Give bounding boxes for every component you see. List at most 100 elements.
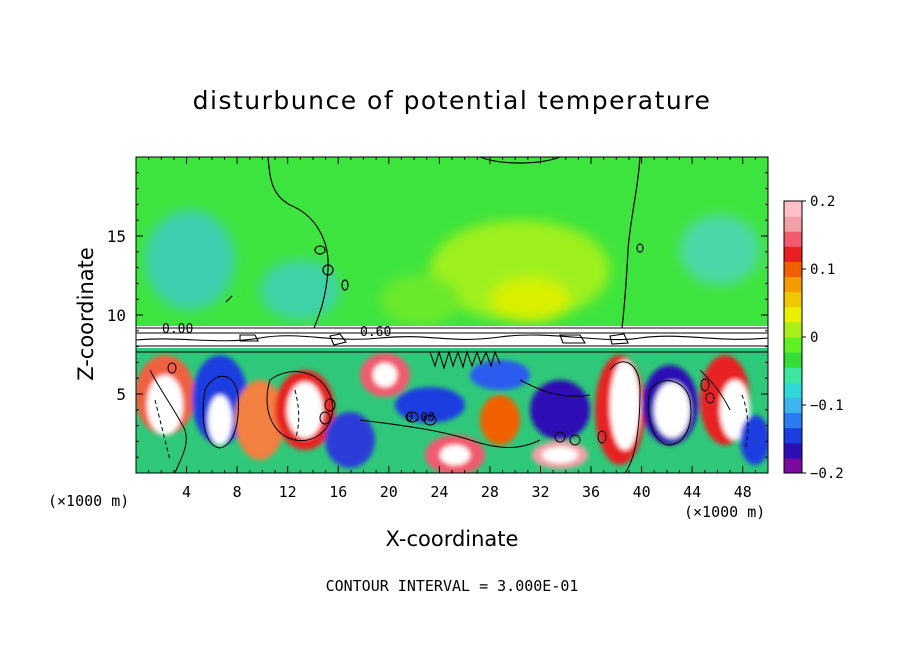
cyan-patch xyxy=(680,215,760,285)
cyan-patch xyxy=(260,260,340,320)
contour-loop xyxy=(423,414,437,426)
contour-loop xyxy=(324,398,336,412)
cold-cell xyxy=(740,415,768,465)
contour-line xyxy=(359,419,541,448)
cold-cell xyxy=(470,360,530,390)
cold-cell xyxy=(208,395,232,445)
contour-loop xyxy=(597,430,607,444)
chart-title: disturbunce of potential temperature xyxy=(192,86,712,115)
colorbar-tick-label: −0.1 xyxy=(810,398,844,414)
contour-label: 0.00 xyxy=(406,410,435,424)
colorbar-swatch xyxy=(784,321,802,338)
colorbar-swatch xyxy=(784,306,802,323)
warm-cell xyxy=(440,445,470,465)
colorbar-tick-label: −0.2 xyxy=(810,466,844,482)
contour-label: 0.00 xyxy=(162,322,193,337)
warm-cell xyxy=(235,380,285,460)
colorbar-swatch xyxy=(784,442,802,459)
contour-line xyxy=(266,371,334,442)
contour-line xyxy=(647,380,692,446)
colorbar-swatch xyxy=(784,201,802,217)
contour-loop xyxy=(700,378,710,392)
x-tick-label: 44 xyxy=(683,483,701,501)
colorbar-swatch xyxy=(784,397,802,414)
warm-cell xyxy=(287,382,323,438)
contour-line xyxy=(621,157,641,329)
x-tick-label: 8 xyxy=(233,483,242,501)
y-tick-label: 15 xyxy=(107,227,126,246)
contour-loop xyxy=(569,434,581,446)
transition-band xyxy=(136,326,768,348)
contour-loop xyxy=(314,245,326,255)
colorbar-swatch xyxy=(784,261,802,278)
x-tick-label: 28 xyxy=(481,483,499,501)
x-tick-label: 36 xyxy=(582,483,600,501)
cold-cell xyxy=(654,382,690,438)
x-unit-label-right: (×1000 m) xyxy=(684,503,766,521)
contour-line-dashed xyxy=(154,399,171,461)
colorbar-swatch xyxy=(784,216,802,232)
x-tick-label: 16 xyxy=(329,483,347,501)
band-contour xyxy=(429,350,501,370)
colorbar-swatch xyxy=(784,231,802,247)
x-tick-label: 12 xyxy=(279,483,297,501)
contour-loop xyxy=(319,411,331,425)
x-tick-label: 32 xyxy=(531,483,549,501)
yellowgreen-patch xyxy=(380,275,460,325)
cold-cell xyxy=(530,380,590,440)
heatmap-field xyxy=(136,157,768,473)
contour-loop xyxy=(554,431,566,443)
y-tick-label: 10 xyxy=(107,306,126,325)
y-tick-label: 5 xyxy=(116,385,126,404)
contour-loop xyxy=(341,279,349,291)
colorbar-tick-label: 0.1 xyxy=(810,262,835,278)
contour-line-dashed xyxy=(741,394,749,451)
contour-loop xyxy=(167,362,177,374)
contour-loop xyxy=(705,392,715,404)
yellow-patch xyxy=(490,278,570,322)
contour-line xyxy=(609,361,641,473)
contour-line xyxy=(149,369,187,473)
contour-line xyxy=(202,375,239,449)
colorbar-swatch xyxy=(784,427,802,444)
y-axis: 5 10 15 xyxy=(107,156,768,474)
x-tick-label: 20 xyxy=(380,483,398,501)
colorbar-swatch xyxy=(784,382,802,398)
contour-loop xyxy=(322,264,334,276)
warm-cell xyxy=(542,447,578,463)
colorbar-swatch xyxy=(784,352,802,368)
y-axis-label: Z-coordinate xyxy=(74,247,98,381)
x-axis: 4 8 12 16 20 24 28 32 36 40 44 48 xyxy=(135,157,769,501)
contour-line xyxy=(225,295,233,303)
colorbar-swatch xyxy=(784,246,802,262)
x-tick-label: 40 xyxy=(633,483,651,501)
warm-cell xyxy=(373,363,397,387)
colorbar-swatch xyxy=(784,276,802,293)
colorbar-swatch xyxy=(784,291,802,308)
colorbar-swatch xyxy=(784,412,802,429)
colorbar-swatch xyxy=(784,337,802,353)
contour-loop xyxy=(636,243,644,253)
warm-cell xyxy=(147,375,183,435)
colorbar-swatch xyxy=(784,367,802,383)
colorbar-tick-label: 0.2 xyxy=(810,194,835,210)
cold-cell xyxy=(395,387,465,423)
colorbar-swatch xyxy=(784,457,802,474)
band-contour xyxy=(136,327,768,353)
warm-cell xyxy=(480,395,520,445)
x-axis-label: X-coordinate xyxy=(385,527,519,551)
contour-line xyxy=(699,369,731,411)
x-tick-label: 24 xyxy=(430,483,448,501)
x-tick-label: 48 xyxy=(734,483,752,501)
colorbar-tick-label: 0 xyxy=(810,330,818,346)
x-unit-label-left: (×1000 m) xyxy=(48,492,130,510)
contour-interval-note: CONTOUR INTERVAL = 3.000E-01 xyxy=(325,577,579,595)
cyan-patch xyxy=(145,210,235,310)
band-contour xyxy=(136,334,768,342)
band-contour xyxy=(239,333,629,346)
contour-line xyxy=(267,157,329,329)
contour-label: 0.60 xyxy=(360,325,391,340)
cold-cell xyxy=(325,412,375,468)
x-tick-label: 4 xyxy=(182,483,191,501)
